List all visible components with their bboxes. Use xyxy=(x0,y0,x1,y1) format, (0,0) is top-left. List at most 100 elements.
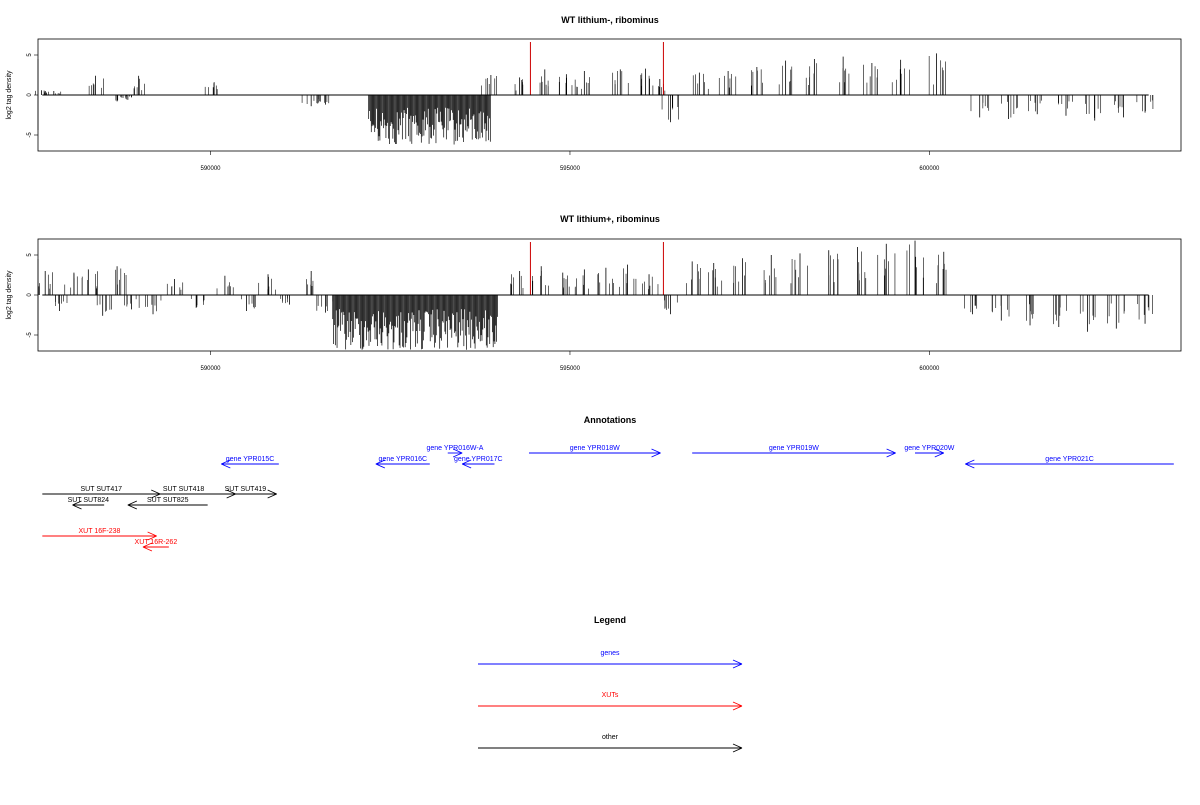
annotation-label: XUT 16F-238 xyxy=(79,528,121,535)
annotation-arrow-head xyxy=(142,542,153,548)
annotation-arrow-head xyxy=(651,452,661,458)
annotation-arrow-head xyxy=(965,463,975,469)
panel-title: WT lithium+, ribominus xyxy=(560,214,660,224)
annotation-features: gene YPR015C gene YPR016W-A gene YPR016C ge… xyxy=(42,445,1174,552)
bars-group xyxy=(35,53,1154,145)
x-axis: 590000 595000 600000 xyxy=(201,151,940,172)
annotation-arrow-head xyxy=(651,448,661,454)
annotation-arrow-head xyxy=(934,452,944,458)
annotation-arrow-head xyxy=(147,535,157,541)
annotation-arrow-head xyxy=(72,504,82,510)
annotation-label: gene YPR016C xyxy=(379,456,428,463)
annotation-label: SUT SUT824 xyxy=(68,497,110,504)
x-tick-label: 595000 xyxy=(560,166,581,172)
y-tick-label: 0 xyxy=(27,293,33,297)
annotation-label: gene YPR018W xyxy=(570,445,620,452)
legend: Legend genes XUTs other xyxy=(478,615,743,753)
annotation-arrow-head xyxy=(461,463,472,469)
y-tick-label: -5 xyxy=(27,132,33,138)
annotation-arrow-head xyxy=(452,452,463,458)
annotation-gene: gene YPR018W xyxy=(528,445,661,458)
annotation-arrow-head xyxy=(147,531,157,537)
panel-title: WT lithium-, ribominus xyxy=(561,15,659,25)
legend-arrow-head xyxy=(732,663,743,669)
annotation-arrow-head xyxy=(226,489,236,495)
annotation-arrow-head xyxy=(226,493,236,499)
legend-label: other xyxy=(602,734,619,741)
legend-arrow-head xyxy=(732,747,743,753)
y-axis: -5 0 5 xyxy=(27,53,39,138)
annotation-arrow-head xyxy=(142,546,153,552)
annotation-label: gene YPR019W xyxy=(769,445,819,452)
bars-group xyxy=(38,240,1153,350)
annotation-gene: gene YPR020W xyxy=(904,445,955,458)
x-tick-label: 600000 xyxy=(919,366,940,372)
y-tick-label: -5 xyxy=(27,332,33,338)
annotation-xut: XUT 16F-238 xyxy=(42,528,157,541)
annotation-arrow-head xyxy=(127,500,138,506)
highlight-group xyxy=(529,42,664,95)
legend-arrow-head xyxy=(732,705,743,711)
x-axis: 590000 595000 600000 xyxy=(201,351,940,372)
annotation-arrow-head xyxy=(375,463,386,469)
annotation-arrow-head xyxy=(461,459,472,465)
annotation-label: SUT SUT825 xyxy=(147,497,189,504)
highlight-group xyxy=(529,242,664,295)
annotation-arrow-head xyxy=(452,448,463,454)
legend-item: XUTs xyxy=(478,692,743,711)
annotation-xut: XUT 16R-262 xyxy=(135,539,178,552)
panel-wt-lithium-minus: WT lithium-, ribominus log2 tag density … xyxy=(6,15,1182,172)
annotation-arrow-head xyxy=(127,504,138,510)
annotation-arrow-head xyxy=(934,448,944,454)
annotation-arrow-head xyxy=(886,448,896,454)
y-axis-label: log2 tag density xyxy=(6,270,13,320)
annotation-label: gene YPR021C xyxy=(1045,456,1094,463)
annotation-gene: gene YPR021C xyxy=(965,456,1174,469)
annotation-label: gene YPR017C xyxy=(454,456,503,463)
annotation-other: SUT SUT824 xyxy=(68,497,110,510)
annotation-arrow-head xyxy=(886,452,896,458)
legend-arrow-head xyxy=(732,743,743,749)
annotation-label: XUT 16R-262 xyxy=(135,539,178,546)
annotation-other: SUT SUT825 xyxy=(127,497,208,510)
annotation-gene: gene YPR015C xyxy=(221,456,279,469)
annotation-gene: gene YPR017C xyxy=(454,456,503,469)
annotation-label: SUT SUT419 xyxy=(225,486,267,493)
legend-items: genes XUTs other xyxy=(478,650,743,753)
legend-item: other xyxy=(478,734,743,753)
annotation-gene: gene YPR016C xyxy=(375,456,430,469)
x-tick-label: 595000 xyxy=(560,366,581,372)
y-tick-label: 5 xyxy=(27,253,33,257)
annotations-title: Annotations xyxy=(584,415,637,425)
y-tick-label: 0 xyxy=(27,93,33,97)
annotation-arrow-head xyxy=(267,489,277,495)
annotation-arrow-head xyxy=(72,500,82,506)
annotation-label: SUT SUT417 xyxy=(81,486,123,493)
annotation-arrow-head xyxy=(267,493,277,499)
legend-label: XUTs xyxy=(602,692,619,699)
annotation-gene: gene YPR019W xyxy=(692,445,896,458)
annotation-arrow-head xyxy=(151,489,161,495)
annotation-label: gene YPR016W-A xyxy=(426,445,483,452)
annotation-gene: gene YPR016W-A xyxy=(426,445,484,458)
annotation-label: gene YPR020W xyxy=(904,445,954,452)
annotation-label: gene YPR015C xyxy=(226,456,275,463)
legend-label: genes xyxy=(600,650,620,657)
annotation-arrow-head xyxy=(151,493,161,499)
legend-item: genes xyxy=(478,650,743,669)
annotation-arrow-head xyxy=(221,463,231,469)
x-tick-label: 590000 xyxy=(201,166,222,172)
annotation-arrow-head xyxy=(221,459,231,465)
legend-title: Legend xyxy=(594,615,626,625)
annotation-other: SUT SUT419 xyxy=(214,486,277,499)
y-axis: -5 0 5 xyxy=(27,253,39,338)
x-tick-label: 600000 xyxy=(919,166,940,172)
x-tick-label: 590000 xyxy=(201,366,222,372)
panel-wt-lithium-plus: WT lithium+, ribominus log2 tag density … xyxy=(6,214,1182,372)
y-axis-label: log2 tag density xyxy=(6,70,13,120)
legend-arrow-head xyxy=(732,701,743,707)
annotation-arrow-head xyxy=(965,459,975,465)
